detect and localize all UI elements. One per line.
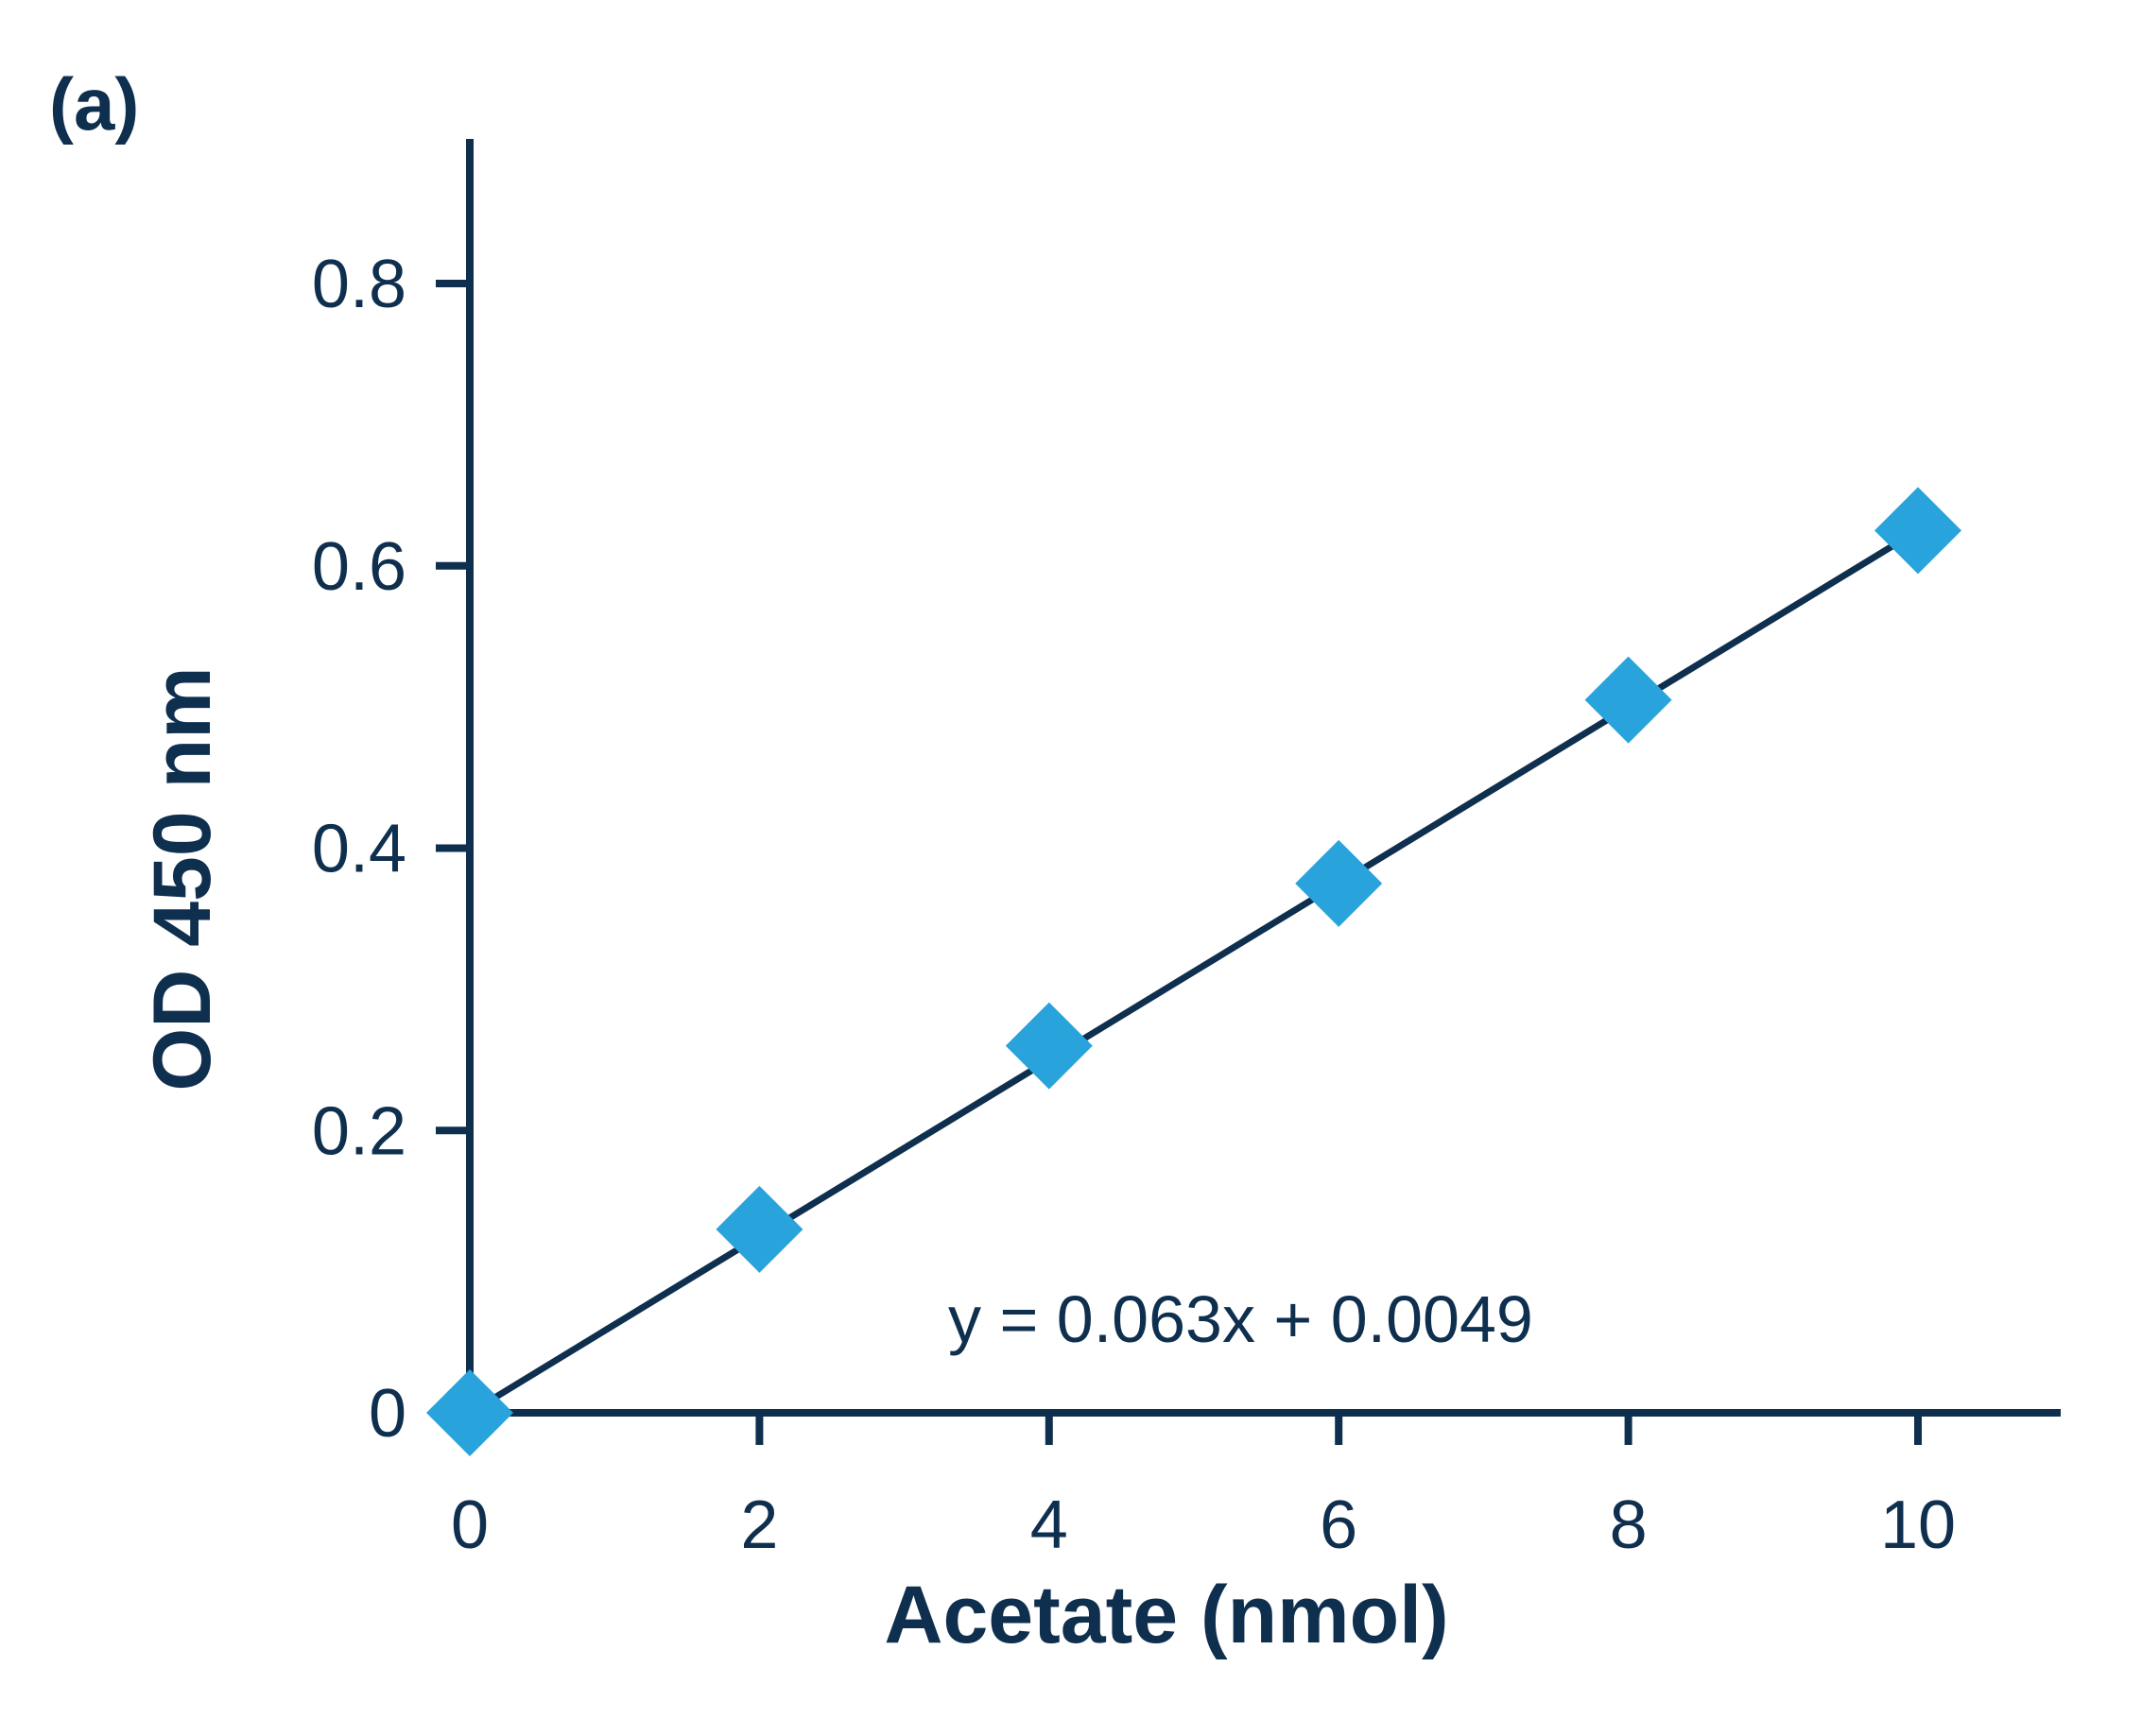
data-point <box>1584 656 1672 744</box>
y-tick-label: 0.8 <box>312 247 406 322</box>
x-tick-label: 2 <box>740 1487 778 1563</box>
data-point <box>1874 487 1961 575</box>
trendline <box>468 527 1920 1416</box>
data-point <box>1005 1002 1093 1090</box>
data-point <box>426 1369 513 1456</box>
y-tick-label: 0.4 <box>312 812 406 887</box>
x-tick-label: 8 <box>1610 1487 1648 1563</box>
panel-label: (a) <box>49 62 139 146</box>
data-point <box>716 1185 803 1273</box>
x-axis: 0 2 4 6 8 10 <box>451 1409 2061 1563</box>
x-tick-label: 4 <box>1030 1487 1068 1563</box>
trendline-path <box>468 527 1920 1416</box>
x-tick-label: 6 <box>1320 1487 1357 1563</box>
y-tick-label: 0.2 <box>312 1093 406 1169</box>
y-tick-label: 0.6 <box>312 529 406 605</box>
data-point <box>1295 839 1383 927</box>
y-tick-label: 0 <box>369 1376 406 1452</box>
x-axis-title: Acetate (nmol) <box>884 1570 1448 1660</box>
data-points <box>426 487 1961 1456</box>
x-tick-label: 0 <box>451 1487 489 1563</box>
trendline-equation: y = 0.063x + 0.0049 <box>948 1282 1533 1356</box>
y-axis-title: OD 450 nm <box>137 666 228 1091</box>
x-tick-label: 10 <box>1880 1487 1956 1563</box>
y-axis: 0 0.2 0.4 0.6 0.8 <box>312 139 474 1452</box>
